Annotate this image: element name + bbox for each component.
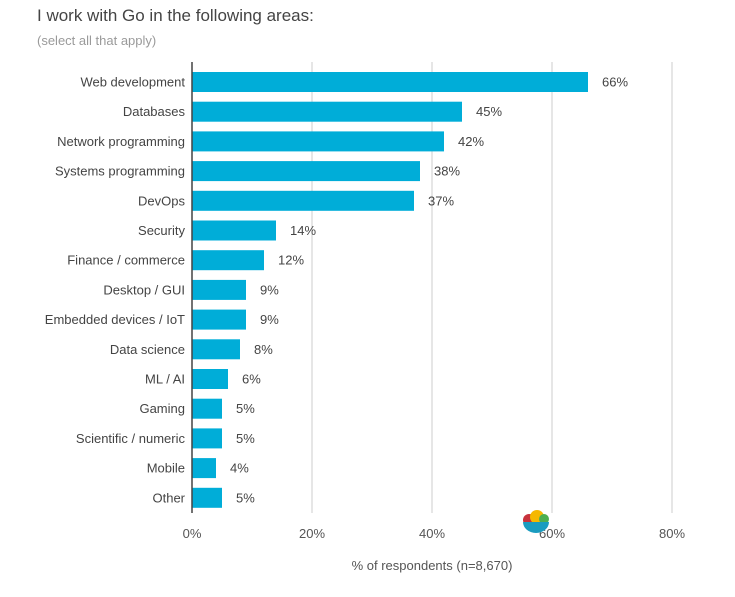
data-label: 5%: [236, 431, 255, 446]
data-label: 8%: [254, 342, 273, 357]
category-label: Gaming: [139, 401, 185, 416]
bar: [192, 369, 228, 389]
x-axis-label: % of respondents (n=8,670): [352, 558, 513, 573]
x-tick-label: 80%: [659, 526, 685, 541]
category-label: ML / AI: [145, 372, 185, 387]
bar: [192, 161, 420, 182]
data-label: 9%: [260, 282, 279, 297]
bar: [192, 309, 246, 330]
data-label: 37%: [428, 193, 454, 208]
data-label: 45%: [476, 104, 502, 119]
bar: [192, 250, 264, 271]
data-label: 6%: [242, 372, 261, 387]
bar: [192, 279, 246, 300]
category-label: Embedded devices / IoT: [45, 312, 185, 327]
x-tick-label: 60%: [539, 526, 565, 541]
x-tick-label: 40%: [419, 526, 445, 541]
data-label: 5%: [236, 490, 255, 505]
data-label: 4%: [230, 461, 249, 476]
data-label: 9%: [260, 312, 279, 327]
chart-title: I work with Go in the following areas:: [37, 6, 314, 25]
category-label: Network programming: [57, 134, 185, 149]
data-label: 12%: [278, 253, 304, 268]
data-label: 38%: [434, 164, 460, 179]
data-label: 5%: [236, 401, 255, 416]
category-label: Data science: [110, 342, 185, 357]
data-label: 42%: [458, 134, 484, 149]
x-tick-label: 0%: [183, 526, 202, 541]
fruit-bowl-icon: [523, 510, 549, 533]
category-label: Desktop / GUI: [103, 282, 185, 297]
bar: [192, 339, 240, 360]
category-label: Databases: [123, 104, 186, 119]
data-label: 66%: [602, 75, 628, 90]
bar: [192, 131, 444, 152]
data-label: 14%: [290, 223, 316, 238]
bar: [192, 72, 588, 92]
bar: [192, 398, 222, 419]
bar: [192, 487, 222, 508]
category-label: Security: [138, 223, 185, 238]
category-label: Systems programming: [55, 164, 185, 179]
category-label: Scientific / numeric: [76, 431, 186, 446]
bar: [192, 190, 414, 211]
x-tick-label: 20%: [299, 526, 325, 541]
category-label: DevOps: [138, 193, 185, 208]
category-label: Mobile: [147, 461, 185, 476]
category-label: Web development: [80, 75, 185, 90]
bar: [192, 101, 462, 122]
bar: [192, 428, 222, 449]
category-label: Other: [152, 490, 185, 505]
bar: [192, 220, 276, 241]
category-label: Finance / commerce: [67, 253, 185, 268]
chart-subtitle: (select all that apply): [37, 33, 157, 48]
bar: [192, 458, 216, 479]
